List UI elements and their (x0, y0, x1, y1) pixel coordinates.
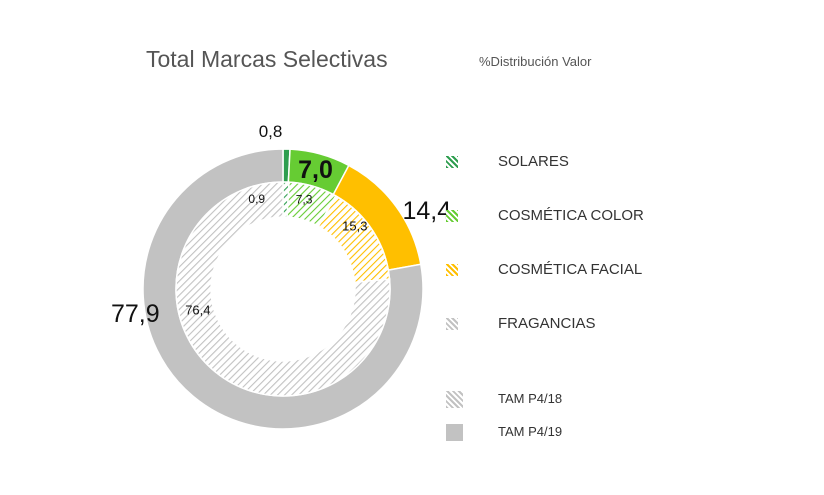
inner-ring-label-1: 7,3 (296, 193, 313, 207)
outer-ring-label-2: 14,4 (403, 197, 452, 225)
inner-ring-label-2: 15,3 (342, 218, 367, 233)
series-legend-swatch (446, 391, 463, 408)
legend-swatch (446, 210, 458, 222)
outer-ring-label-0: 0,8 (259, 122, 283, 141)
series-legend-label: TAM P4/18 (498, 391, 563, 406)
legend-swatch (446, 264, 458, 276)
data-labels: 0,9 7,3 15,3 76,4 0,8 7,0 14,4 77,9 (111, 122, 451, 328)
legend-label: FRAGANCIAS (498, 315, 596, 332)
legend-swatch (446, 318, 458, 330)
series-legend-swatch (446, 424, 463, 441)
inner-ring-label-0: 0,9 (248, 192, 265, 206)
outer-ring-label-1: 7,0 (298, 156, 333, 184)
chart-subtitle: %Distribución Valor (479, 54, 592, 69)
outer-ring-label-3: 77,9 (111, 300, 160, 328)
inner-ring-label-3: 76,4 (185, 303, 210, 318)
chart-title: Total Marcas Selectivas (146, 46, 388, 72)
legend-label: COSMÉTICA FACIAL (498, 261, 643, 278)
legend-label: SOLARES (498, 153, 569, 170)
inner-ring-slice-3 (175, 181, 391, 397)
legend-label: COSMÉTICA COLOR (498, 207, 644, 224)
series-legend-label: TAM P4/19 (498, 424, 563, 439)
inner-ring (175, 181, 391, 397)
legend-swatch (446, 156, 458, 168)
